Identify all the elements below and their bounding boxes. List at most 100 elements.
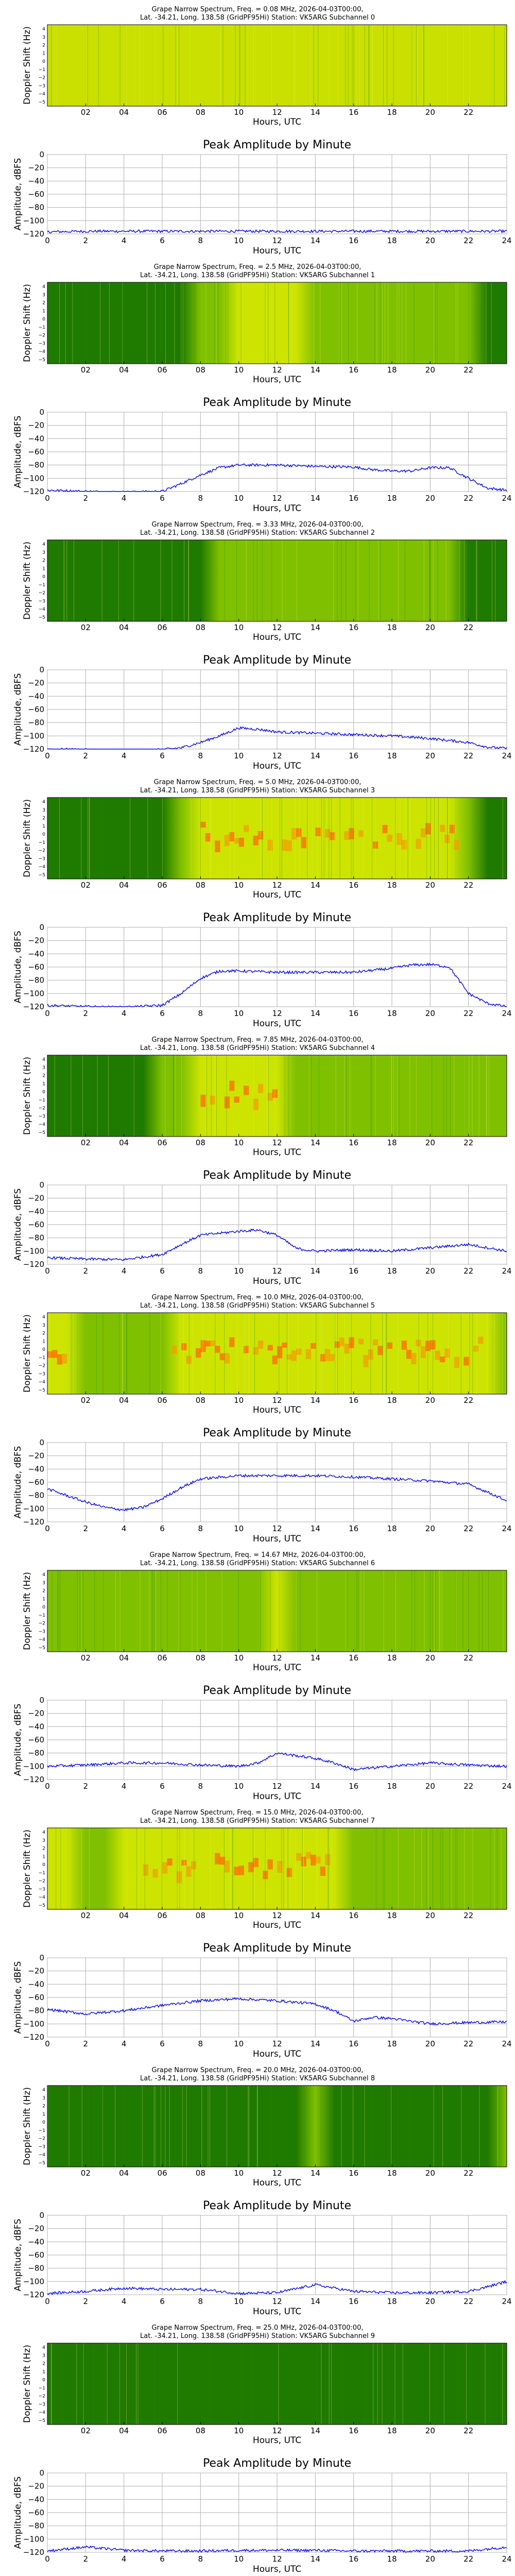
spectrogram-hotspot <box>324 1854 331 1866</box>
spectrogram-hotspot <box>349 828 354 840</box>
doppler-tick-label: 2 <box>42 1846 45 1852</box>
spectrogram-hotspot <box>397 833 402 845</box>
amplitude-ytick-label: −20 <box>28 163 44 173</box>
amplitude-xtick-label: 2 <box>83 1009 89 1018</box>
doppler-tick-label: −5 <box>39 1388 45 1393</box>
amplitude-xlabel: Hours, UTC <box>253 2307 301 2317</box>
doppler-tick-label: 0 <box>42 1605 45 1610</box>
spectrogram-ylabel: Doppler Shift (Hz) <box>22 2087 32 2165</box>
doppler-tick-label: −5 <box>39 2161 45 2166</box>
spectrogram-xtick-label: 10 <box>234 1138 244 1147</box>
spectrogram-hotspot <box>224 835 230 846</box>
spectrogram-hotspot <box>330 832 335 840</box>
spectrogram-hotspot <box>267 1859 273 1870</box>
amplitude-ytick-label: −40 <box>28 949 44 958</box>
spectrogram-hotspot <box>401 840 407 850</box>
doppler-tick-label: 1 <box>42 309 45 314</box>
spectrogram-hotspot <box>387 834 392 842</box>
amplitude-xtick-label: 6 <box>160 751 165 760</box>
amplitude-xtick-label: 0 <box>45 1524 50 1533</box>
doppler-tick-label: −2 <box>39 849 45 854</box>
spectrogram-hotspot <box>238 1866 244 1875</box>
amplitude-ytick-label: −40 <box>28 434 44 443</box>
amplitude-xtick-label: 18 <box>387 2039 397 2048</box>
amplitude-ytick-label: 0 <box>39 1180 44 1190</box>
spectrogram-xtick-label: 02 <box>81 623 91 632</box>
doppler-tick-label: 0 <box>42 59 45 64</box>
amplitude-trace <box>47 1997 507 2026</box>
spectrogram-hotspot <box>162 1862 168 1874</box>
amplitude-xtick-label: 12 <box>272 2039 282 2048</box>
amplitude-ytick-label: −80 <box>28 1491 44 1500</box>
spectrogram-xtick-label: 08 <box>196 623 205 632</box>
spectrogram-hotspot <box>267 840 273 851</box>
doppler-tick-label: −1 <box>39 1613 45 1618</box>
spectrogram-hotspot <box>167 1858 173 1866</box>
amplitude-ytick-label: 0 <box>39 1696 44 1705</box>
doppler-tick-label: −4 <box>39 2410 46 2415</box>
amplitude-ytick-label: −20 <box>28 1451 44 1461</box>
spectrogram-xtick-label: 16 <box>349 1396 358 1405</box>
doppler-tick-label: −1 <box>39 67 45 73</box>
spectrogram-hotspot <box>416 1340 421 1347</box>
spectrogram-xtick-label: 08 <box>196 1653 205 1663</box>
spectrogram-hotspot <box>267 1345 273 1351</box>
spectrogram-hotspot <box>425 1341 431 1351</box>
spectrogram-xtick-label: 18 <box>387 2426 397 2435</box>
amplitude-xtick-label: 10 <box>234 2297 244 2306</box>
spectrogram-xtick-label: 08 <box>196 1911 205 1920</box>
doppler-tick-label: 2 <box>42 43 45 48</box>
amplitude-xtick-label: 20 <box>425 494 435 503</box>
amplitude-xtick-label: 14 <box>311 2297 320 2306</box>
doppler-tick-label: 1 <box>42 2112 45 2117</box>
spectrogram-xtick-label: 02 <box>81 1396 91 1405</box>
doppler-tick-label: −5 <box>39 358 45 363</box>
amplitude-xtick-label: 20 <box>425 1266 435 1276</box>
amplitude-xtick-label: 16 <box>349 494 358 503</box>
amplitude-xtick-label: 14 <box>311 2554 320 2564</box>
spectrogram-hotspot <box>358 830 364 837</box>
spectrogram-hotspot <box>301 837 306 849</box>
spectrogram-xtick-label: 16 <box>349 2426 358 2435</box>
spectrogram-xtick-label: 10 <box>234 1396 244 1405</box>
amplitude-xtick-label: 18 <box>387 494 397 503</box>
amplitude-xtick-label: 18 <box>387 1524 397 1533</box>
amplitude-ytick-label: −100 <box>23 1246 44 1256</box>
spectrogram-xtick-label: 10 <box>234 1911 244 1920</box>
spectrogram-hotspot <box>243 825 249 832</box>
amplitude-xtick-label: 0 <box>45 2039 50 2048</box>
spectrogram-hotspot <box>277 1346 283 1359</box>
spectrogram-xtick-label: 18 <box>387 1911 397 1920</box>
amplitude-xtick-label: 10 <box>234 494 244 503</box>
spectrogram-hotspot <box>219 1856 225 1865</box>
spectrogram-xtick-label: 14 <box>311 2426 320 2435</box>
amplitude-xtick-label: 22 <box>464 1524 473 1533</box>
spectrogram-xtick-label: 10 <box>234 365 244 375</box>
amplitude-trace <box>47 1473 507 1512</box>
spectrogram-xlabel: Hours, UTC <box>253 375 301 385</box>
spectrogram-xlabel: Hours, UTC <box>253 1920 301 1930</box>
amplitude-xtick-label: 22 <box>464 1266 473 1276</box>
doppler-tick-label: −2 <box>39 76 45 81</box>
spectrogram-xlabel: Hours, UTC <box>253 632 301 642</box>
spectrogram-subtitle: Lat. -34.21, Long. 138.58 (GridPF95Hi) S… <box>140 2075 375 2082</box>
amplitude-ytick-label: −20 <box>28 2482 44 2491</box>
spectrogram-hotspot <box>224 1096 230 1109</box>
spectrogram-xtick-label: 18 <box>387 2168 397 2178</box>
amplitude-ytick-label: −100 <box>23 731 44 740</box>
spectrogram-hotspot <box>143 1864 149 1876</box>
amplitude-xtick-label: 2 <box>83 751 89 760</box>
spectrogram-xtick-label: 02 <box>81 2426 91 2435</box>
doppler-tick-label: −4 <box>39 865 46 870</box>
amplitude-xtick-label: 8 <box>198 1782 203 1791</box>
spectrogram-xtick-label: 08 <box>196 2426 205 2435</box>
doppler-tick-label: −3 <box>39 1629 45 1634</box>
doppler-tick-label: −3 <box>39 1114 45 1119</box>
amplitude-ytick-label: −20 <box>28 1709 44 1718</box>
spectrogram-hotspot <box>320 1866 325 1876</box>
amplitude-xtick-label: 14 <box>311 236 320 245</box>
spectrogram-title: Grape Narrow Spectrum, Freq. = 0.08 MHz,… <box>152 6 364 13</box>
amplitude-xtick-label: 6 <box>160 2039 165 2048</box>
amplitude-xtick-label: 2 <box>83 2039 89 2048</box>
